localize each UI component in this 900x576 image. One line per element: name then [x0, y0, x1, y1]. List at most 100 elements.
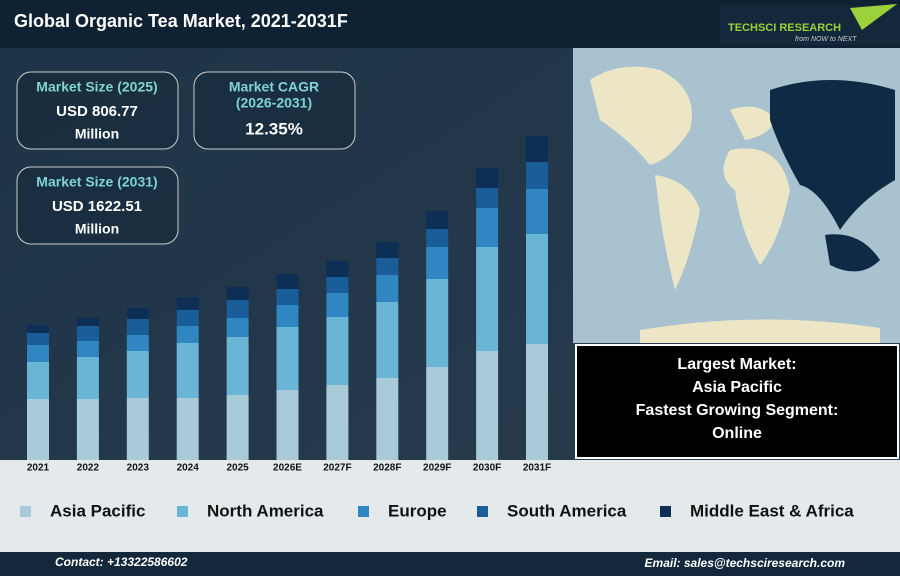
kpi-unit: Million [75, 126, 119, 142]
bar-segment [276, 390, 299, 460]
legend-swatch [477, 506, 488, 517]
bar-segment [276, 305, 299, 327]
world-map [573, 48, 900, 343]
kpi-label: Market CAGR [229, 79, 319, 95]
bar-segment [76, 399, 99, 460]
kpi-unit: Million [75, 221, 119, 237]
bar-segment [226, 300, 249, 318]
legend-label: Asia Pacific [50, 501, 145, 520]
bar-segment [326, 277, 349, 293]
kpi-period: (2026-2031) [236, 95, 312, 111]
legend-swatch [358, 506, 369, 517]
bar-segment [226, 337, 249, 395]
x-tick-label: 2025 [226, 463, 249, 474]
footer-contact: Contact: +13322586602 [55, 555, 188, 569]
bar-segment [126, 335, 149, 351]
kpi-box [16, 166, 179, 245]
bar-segment [176, 310, 199, 326]
logo-mark [850, 4, 897, 30]
kpi-label: Market Size (2031) [36, 174, 157, 190]
x-tick-label: 2027F [323, 463, 351, 474]
bar-segment [226, 287, 249, 300]
kpi-label: Market Size (2025) [36, 79, 157, 95]
tagline: from NOW to NEXT [795, 36, 857, 43]
bar-segment [276, 327, 299, 390]
bar-segment [276, 289, 299, 305]
bar-segment [76, 326, 99, 341]
legend-swatch [177, 506, 188, 517]
bar-segment [526, 136, 548, 162]
bar-segment [326, 385, 349, 460]
bar-segment [526, 234, 548, 344]
bar-segment [76, 341, 99, 357]
bar-segment [326, 293, 349, 317]
info-text: Largest Market: [677, 356, 796, 373]
legend-label: Middle East & Africa [690, 501, 854, 520]
bar-segment [226, 318, 249, 337]
bar-segment [476, 168, 499, 188]
bar-segment [376, 258, 399, 275]
bar-segment [376, 378, 399, 460]
title: Global Organic Tea Market, 2021-2031F [14, 11, 348, 31]
legend-band [0, 460, 900, 552]
bar-segment [476, 247, 499, 351]
x-tick-label: 2022 [77, 463, 100, 474]
bar-segment [226, 395, 249, 460]
x-tick-label: 2026E [273, 463, 302, 474]
bar-segment [27, 399, 49, 460]
bar-segment [476, 188, 499, 208]
bar-segment [76, 357, 99, 399]
x-tick-label: 2028F [373, 463, 401, 474]
kpi-value: 12.35% [245, 119, 303, 138]
bar-segment [126, 398, 149, 460]
bar-segment [126, 308, 149, 319]
bar-segment [476, 208, 499, 247]
x-tick-label: 2029F [423, 463, 451, 474]
bar-segment [27, 333, 49, 345]
bar-segment [376, 242, 399, 258]
bar-segment [526, 189, 548, 234]
bar-segment [426, 229, 449, 247]
bar-segment [276, 274, 299, 289]
logo: TECHSCI RESEARCH [728, 22, 841, 34]
bar-segment [27, 362, 49, 399]
bar-segment [126, 351, 149, 398]
info-text: Asia Pacific [692, 379, 782, 396]
bar-segment [27, 345, 49, 362]
bar-segment [176, 297, 199, 310]
bar-segment [526, 344, 548, 460]
legend-label: Europe [388, 501, 447, 520]
bar-segment [326, 317, 349, 385]
bar-segment [176, 398, 199, 460]
footer-email: Email: sales@techsciresearch.com [645, 556, 846, 570]
kpi-box [16, 71, 179, 150]
x-tick-label: 2021 [27, 463, 50, 474]
legend-label: South America [507, 501, 627, 520]
bar-segment [426, 247, 449, 279]
kpi-value: USD 1622.51 [52, 198, 142, 215]
bar-segment [27, 325, 49, 333]
bar-segment [326, 261, 349, 277]
bar-segment [426, 211, 449, 229]
x-tick-label: 2023 [127, 463, 150, 474]
legend-swatch [660, 506, 671, 517]
bar-segment [176, 343, 199, 398]
x-tick-label: 2031F [523, 463, 551, 474]
footer-band [0, 552, 900, 576]
legend-swatch [20, 506, 31, 517]
info-text: Online [712, 425, 762, 442]
kpi-value: USD 806.77 [56, 103, 138, 120]
info-box [575, 344, 899, 459]
legend-label: North America [207, 501, 324, 520]
bar-segment [126, 319, 149, 335]
bar-segment [76, 318, 99, 326]
bar-segment [426, 367, 449, 460]
x-tick-label: 2024 [177, 463, 200, 474]
info-text: Fastest Growing Segment: [636, 402, 839, 419]
kpi-box [193, 71, 356, 150]
bar-segment [376, 302, 399, 378]
bar-segment [376, 275, 399, 302]
x-tick-label: 2030F [473, 463, 501, 474]
bar-segment [526, 162, 548, 189]
